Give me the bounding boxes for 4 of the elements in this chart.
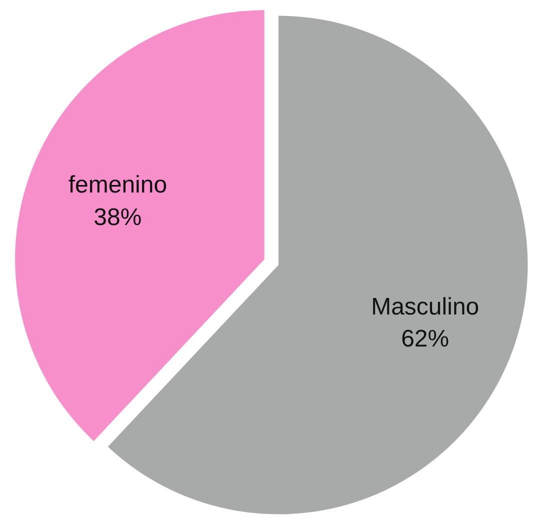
slice-label: femenino <box>68 172 168 199</box>
data-label: 62% <box>401 326 450 353</box>
slice-label: Masculino <box>371 293 480 320</box>
data-label: 38% <box>94 204 142 232</box>
